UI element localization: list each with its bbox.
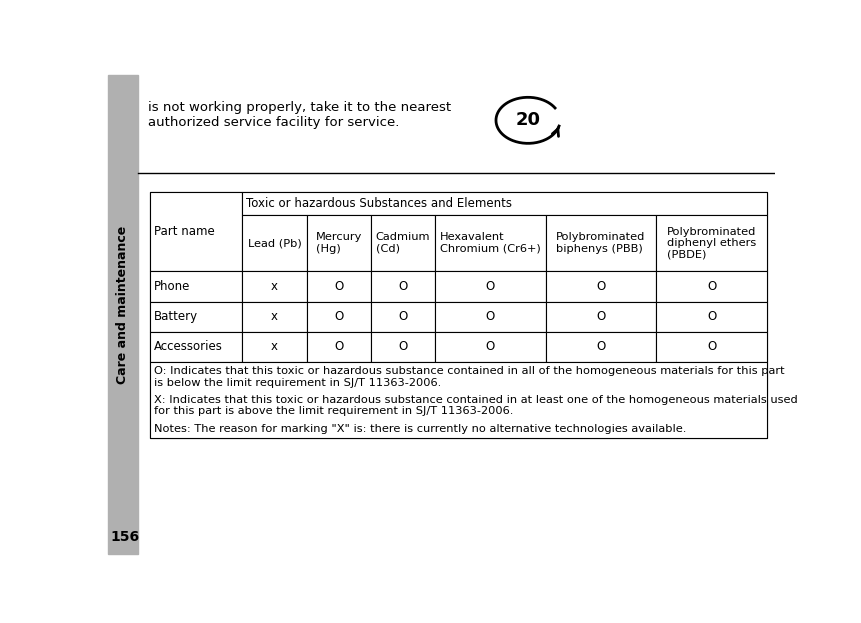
Text: O: O — [597, 280, 605, 293]
Bar — [656, 302, 767, 332]
Bar — [243, 332, 307, 362]
Text: O: O — [486, 280, 495, 293]
Bar — [150, 193, 243, 272]
Bar — [108, 75, 138, 554]
Text: O: O — [399, 341, 407, 353]
Text: x: x — [271, 310, 278, 323]
Text: O: O — [707, 341, 716, 353]
Bar — [435, 302, 546, 332]
Bar — [150, 302, 243, 332]
Text: Cadmium
(Cd): Cadmium (Cd) — [375, 232, 430, 254]
Bar — [371, 332, 435, 362]
Text: Hexavalent
Chromium (Cr6+): Hexavalent Chromium (Cr6+) — [440, 232, 541, 254]
Bar — [371, 302, 435, 332]
Bar — [243, 272, 307, 302]
Text: x: x — [271, 341, 278, 353]
Bar — [243, 193, 767, 215]
Text: O: O — [597, 310, 605, 323]
Bar — [307, 302, 371, 332]
Text: Notes: The reason for marking "X" is: there is currently no alternative technolo: Notes: The reason for marking "X" is: th… — [153, 424, 686, 434]
Bar — [546, 272, 656, 302]
Text: Part name: Part name — [153, 226, 214, 239]
Bar — [150, 272, 243, 302]
Text: O: O — [486, 341, 495, 353]
Text: 156: 156 — [110, 530, 139, 544]
Bar — [546, 215, 656, 272]
Bar — [435, 332, 546, 362]
Text: is not working properly, take it to the nearest
authorized service facility for : is not working properly, take it to the … — [148, 101, 451, 129]
Bar — [435, 272, 546, 302]
Text: Lead (Pb): Lead (Pb) — [248, 238, 301, 248]
Text: O: Indicates that this toxic or hazardous substance contained in all of the homo: O: Indicates that this toxic or hazardou… — [153, 366, 784, 388]
Bar — [656, 215, 767, 272]
Text: O: O — [334, 341, 344, 353]
Text: Mercury
(Hg): Mercury (Hg) — [316, 232, 362, 254]
Text: Toxic or hazardous Substances and Elements: Toxic or hazardous Substances and Elemen… — [246, 197, 512, 210]
Bar — [307, 272, 371, 302]
Text: O: O — [707, 310, 716, 323]
Text: Care and maintenance: Care and maintenance — [116, 226, 129, 384]
Text: Battery: Battery — [153, 310, 198, 323]
Text: O: O — [486, 310, 495, 323]
Text: O: O — [707, 280, 716, 293]
Bar — [150, 362, 767, 438]
Bar — [656, 332, 767, 362]
Bar — [307, 332, 371, 362]
Bar — [150, 193, 767, 438]
Text: Phone: Phone — [153, 280, 190, 293]
Text: O: O — [334, 280, 344, 293]
Bar — [307, 215, 371, 272]
Text: 20: 20 — [516, 112, 541, 130]
Bar — [546, 302, 656, 332]
Bar — [546, 332, 656, 362]
Bar — [435, 215, 546, 272]
Text: Polybrominated
biphenys (PBB): Polybrominated biphenys (PBB) — [556, 232, 646, 254]
Text: X: Indicates that this toxic or hazardous substance contained in at least one of: X: Indicates that this toxic or hazardou… — [153, 395, 797, 416]
Text: x: x — [271, 280, 278, 293]
Text: Accessories: Accessories — [153, 341, 222, 353]
Bar — [150, 332, 243, 362]
Text: Polybrominated
diphenyl ethers
(PBDE): Polybrominated diphenyl ethers (PBDE) — [667, 227, 756, 260]
Bar — [243, 215, 307, 272]
Bar — [243, 302, 307, 332]
Text: O: O — [334, 310, 344, 323]
Bar — [371, 215, 435, 272]
Text: O: O — [399, 310, 407, 323]
Text: O: O — [597, 341, 605, 353]
Bar — [656, 272, 767, 302]
Bar — [371, 272, 435, 302]
Text: O: O — [399, 280, 407, 293]
